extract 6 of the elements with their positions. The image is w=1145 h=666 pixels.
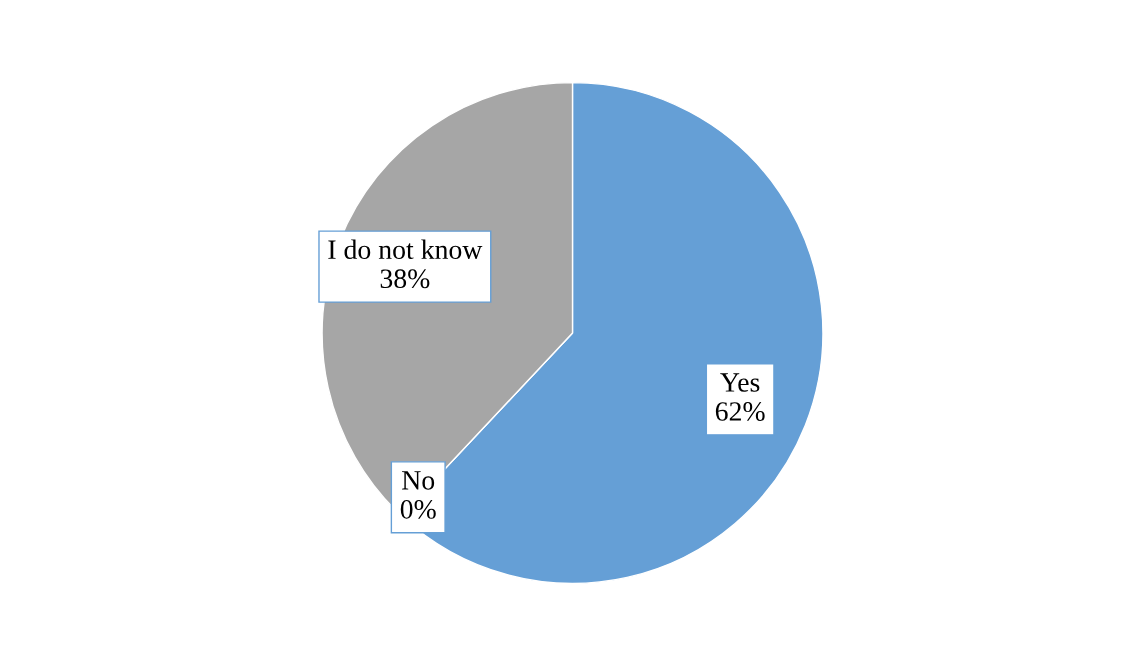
slice-label: Yes [720, 373, 760, 392]
data-label: 62% [715, 402, 765, 421]
text: 0% [400, 500, 436, 519]
category-label: No [402, 471, 435, 490]
slice-label: I do not know [328, 239, 483, 260]
data-label: 38% [380, 269, 430, 289]
